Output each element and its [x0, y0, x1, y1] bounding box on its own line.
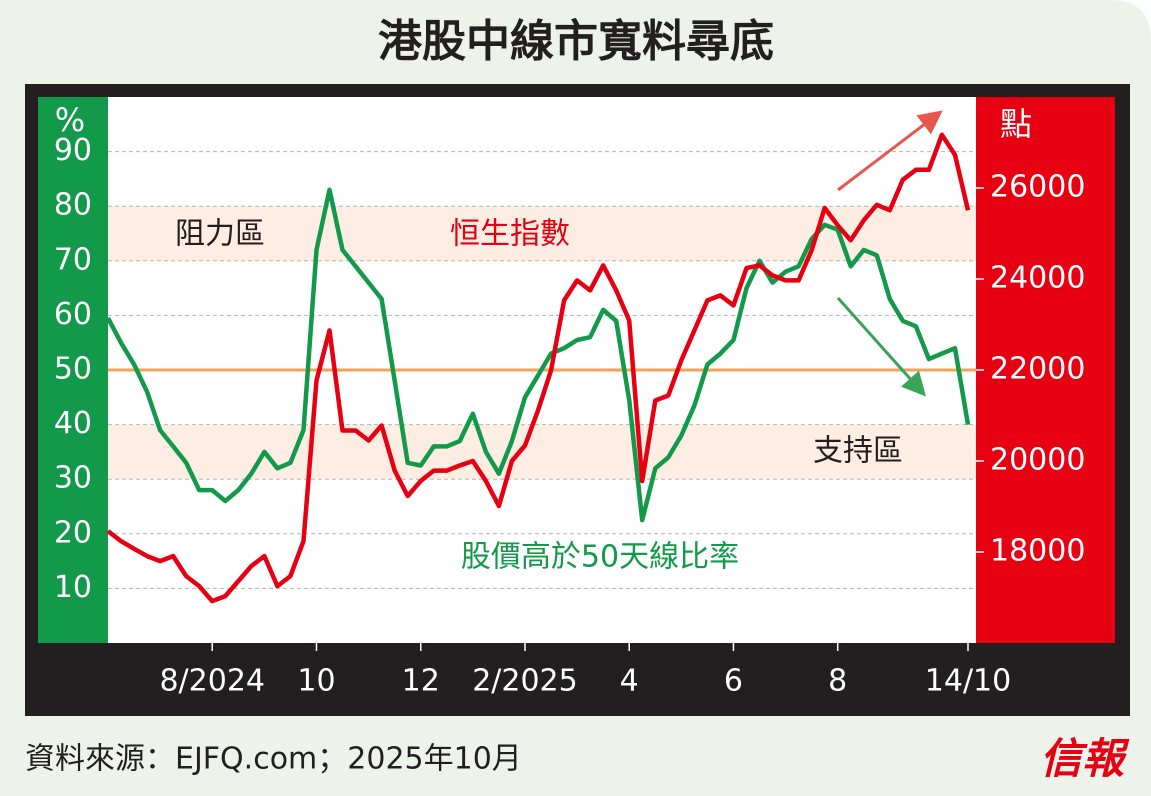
chart-title: 港股中線市寬料尋底 — [378, 16, 774, 67]
y2-tick-label: 24000 — [990, 261, 1085, 296]
y-tick-label: 60 — [54, 297, 92, 332]
source-note: 資料來源：EJFQ.com；2025年10月 — [25, 742, 522, 777]
y-axis-label: % — [55, 101, 85, 139]
y2-tick-label: 22000 — [990, 352, 1085, 387]
x-tick-label: 4 — [620, 664, 639, 699]
y-tick-label: 30 — [54, 461, 92, 496]
x-tick-label: 12 — [402, 664, 440, 699]
y2-tick-label: 20000 — [990, 443, 1085, 478]
x-tick-label: 10 — [297, 664, 335, 699]
y-tick-label: 40 — [54, 406, 92, 441]
y-tick-label: 70 — [54, 242, 92, 277]
x-tick-label: 8/2024 — [159, 664, 265, 699]
series-line — [106, 132, 971, 604]
y-tick-label: 80 — [54, 188, 92, 223]
y-tick-label: 10 — [54, 570, 92, 605]
y2-tick-label: 26000 — [990, 170, 1085, 205]
y-tick-label: 50 — [54, 352, 92, 387]
left-axis-panel — [38, 97, 108, 643]
y-tick-label: 20 — [54, 515, 92, 550]
right-axis-panel — [976, 97, 1115, 643]
x-tick-label: 8 — [828, 664, 847, 699]
zone-label: 支持區 — [813, 434, 903, 469]
brand-logo: 信報 — [1040, 734, 1130, 783]
series-label: 恒生指數 — [450, 217, 570, 252]
y-tick-label: 90 — [54, 133, 92, 168]
y2-tick-label: 18000 — [990, 534, 1085, 569]
y2-axis-label: 點 — [1000, 105, 1032, 143]
up-arrow — [837, 110, 943, 192]
down-arrow — [836, 297, 926, 397]
series-line — [106, 187, 971, 523]
zone-label: 阻力區 — [175, 217, 265, 252]
x-tick-label: 14/10 — [925, 664, 1011, 699]
x-tick-label: 6 — [724, 664, 743, 699]
x-tick-label: 2/2025 — [472, 664, 578, 699]
series-label: 股價高於50天線比率 — [461, 540, 739, 575]
